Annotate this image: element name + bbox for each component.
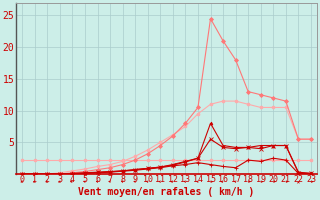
X-axis label: Vent moyen/en rafales ( km/h ): Vent moyen/en rafales ( km/h ) — [78, 187, 255, 197]
